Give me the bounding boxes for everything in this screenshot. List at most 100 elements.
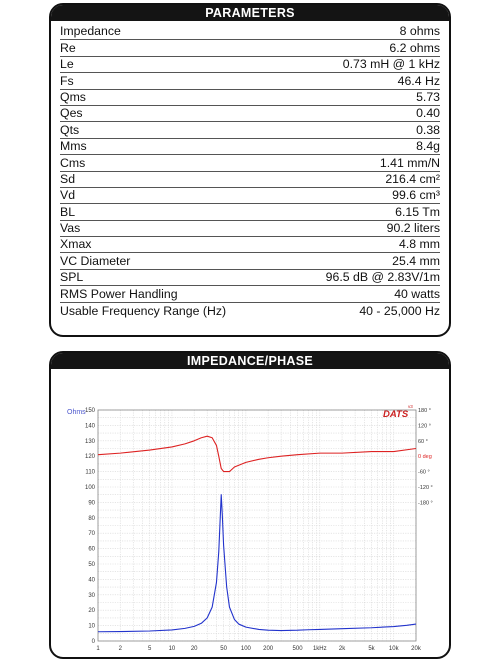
impedance-chart-area: 0 10 20 30 40 50 60 70 80 90 100 110 120 130 140 150 1 2 5… <box>51 369 449 657</box>
parameter-row: SPL 96.5 dB @ 2.83V/1m <box>60 270 440 287</box>
phase-tick-label: 0 deg <box>418 454 432 460</box>
phase-curve <box>97 435 417 473</box>
y-tick-label: 30 <box>88 593 95 599</box>
y-tick-label: 140 <box>85 423 96 429</box>
parameter-row: Qts 0.38 <box>60 122 440 139</box>
y-tick-label: 20 <box>88 608 95 614</box>
chart-tick-labels: 0 10 20 30 40 50 60 70 80 90 100 110 120 130 140 150 1 2 5… <box>85 408 433 652</box>
x-tick-label: 1kHz <box>313 646 327 652</box>
parameters-title: PARAMETERS <box>51 5 449 21</box>
parameter-label: Vd <box>60 188 76 203</box>
phase-tick-label: 120 ° <box>418 423 431 429</box>
parameter-label: Xmax <box>60 237 92 252</box>
parameter-value: 6.2 ohms <box>389 40 440 55</box>
parameter-row: RMS Power Handling 40 watts <box>60 286 440 303</box>
impedance-phase-panel: IMPEDANCE/PHASE 0 10 20 30 40 50 60 70 80 90 100 11… <box>49 351 451 659</box>
phase-tick-label: -120 ° <box>418 485 433 491</box>
parameter-row: Usable Frequency Range (Hz) 40 - 25,000 H… <box>60 303 440 319</box>
dats-logo: DATS <box>383 409 409 420</box>
parameter-value: 99.6 cm³ <box>392 188 440 203</box>
parameter-label: Vas <box>60 221 81 236</box>
parameter-label: SPL <box>60 270 84 285</box>
parameter-row: Vas 90.2 liters <box>60 221 440 238</box>
parameter-value: 0.38 <box>416 122 440 137</box>
y-tick-label: 100 <box>85 485 96 491</box>
parameter-value: 25.4 mm <box>392 253 440 268</box>
y-tick-label: 60 <box>88 547 95 553</box>
parameter-label: Cms <box>60 155 86 170</box>
chart-grid <box>97 409 417 642</box>
y-tick-label: 150 <box>85 408 96 414</box>
x-tick-label: 10k <box>389 646 400 652</box>
parameter-row: Qms 5.73 <box>60 90 440 106</box>
parameter-value: 40 watts <box>394 286 440 301</box>
x-tick-label: 2 <box>119 646 123 652</box>
chart-series <box>97 435 417 633</box>
parameter-value: 0.73 mH @ 1 kHz <box>342 57 440 72</box>
x-tick-label: 100 <box>241 646 252 652</box>
x-tick-label: 1 <box>96 646 100 652</box>
y-tick-label: 10 <box>88 624 95 630</box>
parameter-value: 46.4 Hz <box>397 73 440 88</box>
y-tick-label: 70 <box>88 531 95 537</box>
parameter-row: Vd 99.6 cm³ <box>60 188 440 205</box>
parameter-row: Le 0.73 mH @ 1 kHz <box>60 57 440 74</box>
parameter-label: Qes <box>60 106 83 121</box>
phase-tick-label: 180 ° <box>418 408 431 414</box>
y-tick-label: 130 <box>85 439 96 445</box>
y-tick-label: 80 <box>88 516 95 522</box>
left-axis-unit: Ohms <box>67 409 86 416</box>
phase-tick-label: 60 ° <box>418 439 428 445</box>
phase-tick-label: -60 ° <box>418 470 430 476</box>
y-tick-label: 110 <box>85 470 95 476</box>
x-tick-label: 20 <box>191 646 198 652</box>
phase-tick-label: -180 ° <box>418 500 433 506</box>
x-tick-label: 5k <box>368 646 375 652</box>
parameter-label: VC Diameter <box>60 253 131 268</box>
parameter-label: Sd <box>60 171 76 186</box>
parameter-row: VC Diameter 25.4 mm <box>60 253 440 270</box>
parameter-label: Impedance <box>60 24 121 39</box>
parameter-value: 8 ohms <box>399 24 440 39</box>
parameter-label: Usable Frequency Range (Hz) <box>60 304 227 319</box>
parameter-label: Qts <box>60 122 80 137</box>
parameter-value: 4.8 mm <box>399 237 440 252</box>
parameter-row: Impedance 8 ohms <box>60 24 440 41</box>
chart-axes <box>97 409 417 642</box>
x-tick-label: 200 <box>263 646 274 652</box>
parameter-label: Qms <box>60 89 86 104</box>
parameter-value: 0.40 <box>416 106 440 121</box>
parameters-table: Impedance 8 ohms Re 6.2 ohms Le 0.73 mH @ 1 k… <box>51 21 449 319</box>
x-tick-label: 2k <box>339 646 346 652</box>
y-tick-label: 0 <box>92 639 96 645</box>
parameter-row: BL 6.15 Tm <box>60 204 440 221</box>
parameter-value: 6.15 Tm <box>395 204 440 219</box>
x-tick-label: 20k <box>411 646 422 652</box>
parameter-row: Fs 46.4 Hz <box>60 73 440 90</box>
x-tick-label: 50 <box>220 646 227 652</box>
x-tick-label: 10 <box>169 646 176 652</box>
parameter-row: Qes 0.40 <box>60 106 440 123</box>
parameter-label: BL <box>60 204 76 219</box>
impedance-phase-title: IMPEDANCE/PHASE <box>51 353 449 369</box>
x-tick-label: 5 <box>148 646 152 652</box>
parameter-value: 40 - 25,000 Hz <box>359 304 440 319</box>
parameter-value: 96.5 dB @ 2.83V/1m <box>325 270 440 285</box>
parameter-row: Cms 1.41 mm/N <box>60 155 440 172</box>
parameter-label: Le <box>60 57 74 72</box>
parameter-row: Xmax 4.8 mm <box>60 237 440 254</box>
parameter-value: 216.4 cm² <box>385 171 440 186</box>
plot-frame <box>97 409 417 642</box>
parameter-value: 1.41 mm/N <box>379 155 440 170</box>
dats-logo-version: v3 <box>408 404 413 409</box>
y-tick-label: 120 <box>85 454 96 460</box>
parameter-row: Re 6.2 ohms <box>60 40 440 57</box>
parameters-panel: PARAMETERS Impedance 8 ohms Re 6.2 ohms Le 0.… <box>49 3 451 337</box>
parameter-value: 8.4g <box>416 139 440 154</box>
impedance-phase-chart: 0 10 20 30 40 50 60 70 80 90 100 110 120 130 140 150 1 2 5… <box>67 404 433 652</box>
parameter-row: Mms 8.4g <box>60 139 440 156</box>
parameter-value: 90.2 liters <box>386 221 440 236</box>
parameter-label: Mms <box>60 139 87 154</box>
impedance-curve <box>97 494 417 633</box>
parameter-row: Sd 216.4 cm² <box>60 172 440 188</box>
